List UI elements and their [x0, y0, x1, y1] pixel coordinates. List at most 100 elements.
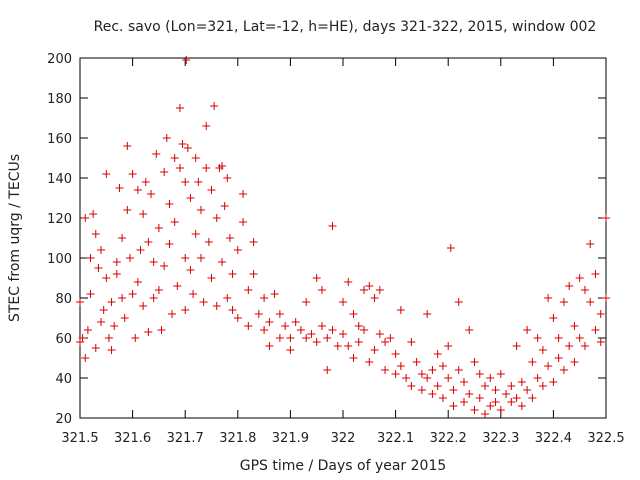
- data-point: [218, 162, 227, 170]
- data-point: [270, 290, 279, 298]
- data-point: [152, 150, 161, 158]
- data-point: [570, 358, 579, 366]
- data-point: [102, 170, 111, 178]
- data-point: [275, 334, 284, 342]
- data-point: [586, 298, 595, 306]
- data-point: [120, 314, 129, 322]
- data-point: [291, 318, 300, 326]
- data-point: [112, 270, 121, 278]
- data-point: [228, 270, 237, 278]
- data-point: [78, 334, 87, 342]
- data-point: [538, 346, 547, 354]
- data-point: [249, 270, 258, 278]
- x-tick-label: 321.7: [167, 431, 204, 446]
- data-point: [170, 154, 179, 162]
- data-point: [486, 402, 495, 410]
- data-point: [149, 294, 158, 302]
- data-point: [307, 330, 316, 338]
- data-point: [454, 366, 463, 374]
- data-point: [381, 338, 390, 346]
- data-point: [544, 362, 553, 370]
- data-point: [396, 306, 405, 314]
- data-point: [496, 406, 505, 414]
- data-point: [317, 322, 326, 330]
- data-point: [81, 354, 90, 362]
- x-tick-label: 322.2: [430, 431, 467, 446]
- y-tick-label: 100: [47, 252, 72, 267]
- data-point: [97, 246, 106, 254]
- data-point: [191, 154, 200, 162]
- data-point: [428, 390, 437, 398]
- data-point: [265, 342, 274, 350]
- data-point: [183, 144, 192, 152]
- data-point: [168, 310, 177, 318]
- data-point: [465, 390, 474, 398]
- data-point: [175, 164, 184, 172]
- y-tick-label: 120: [47, 212, 72, 227]
- data-point: [365, 282, 374, 290]
- data-point: [302, 334, 311, 342]
- data-point: [225, 234, 234, 242]
- axis-ticks: 321.5 321.6 321.7 321.8 321.9 322 322.1 322.2 32…: [47, 52, 624, 446]
- data-point: [517, 378, 526, 386]
- data-point: [181, 178, 190, 186]
- data-point: [339, 330, 347, 338]
- data-point: [115, 184, 124, 192]
- x-tick-label: 321.8: [219, 431, 256, 446]
- data-point: [554, 334, 563, 342]
- data-point: [375, 330, 384, 338]
- data-point: [83, 326, 92, 334]
- data-point: [565, 342, 574, 350]
- data-point: [244, 322, 253, 330]
- y-tick-label: 180: [47, 92, 72, 107]
- data-point: [128, 170, 137, 178]
- data-point: [212, 214, 221, 222]
- data-point: [512, 394, 521, 402]
- data-point: [296, 326, 305, 334]
- data-point: [596, 338, 605, 346]
- data-point: [354, 338, 363, 346]
- data-point: [196, 206, 205, 214]
- data-point: [233, 246, 242, 254]
- data-point: [349, 310, 358, 318]
- data-point: [570, 322, 579, 330]
- data-point: [204, 238, 213, 246]
- data-point: [433, 350, 442, 358]
- data-point: [97, 318, 106, 326]
- chart-title: Rec. savo (Lon=321, Lat=-12, h=HE), days…: [94, 19, 597, 35]
- data-point: [141, 178, 150, 186]
- data-point: [323, 366, 332, 374]
- data-point: [317, 286, 326, 294]
- data-point: [580, 342, 589, 350]
- data-point: [375, 286, 384, 294]
- data-point: [260, 326, 269, 334]
- data-point: [312, 338, 321, 346]
- data-point: [328, 222, 337, 230]
- data-point: [191, 230, 200, 238]
- data-point: [412, 358, 421, 366]
- y-tick-label: 80: [55, 292, 72, 307]
- data-point: [207, 186, 216, 194]
- data-point: [423, 374, 432, 382]
- data-point: [438, 362, 447, 370]
- data-point: [470, 358, 479, 366]
- data-point: [496, 370, 505, 378]
- data-point: [260, 294, 269, 302]
- data-point: [459, 378, 468, 386]
- data-point: [199, 298, 208, 306]
- data-point: [149, 258, 158, 266]
- data-point: [133, 186, 142, 194]
- plot-frame: [79, 57, 607, 419]
- data-point: [210, 102, 219, 110]
- data-point: [481, 382, 490, 390]
- data-point: [125, 254, 134, 262]
- data-point: [554, 354, 563, 362]
- y-tick-label: 160: [47, 132, 72, 147]
- data-point: [365, 358, 374, 366]
- data-point: [239, 190, 248, 198]
- x-tick-label: 322.5: [587, 431, 624, 446]
- data-points: [76, 56, 610, 418]
- data-point: [559, 298, 568, 306]
- data-point: [602, 294, 610, 302]
- data-point: [123, 142, 132, 150]
